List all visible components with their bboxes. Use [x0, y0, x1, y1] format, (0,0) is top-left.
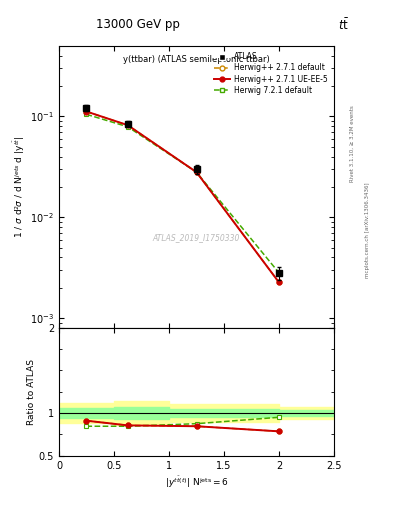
- Text: y(ttbar) (ATLAS semileptonic ttbar): y(ttbar) (ATLAS semileptonic ttbar): [123, 55, 270, 63]
- X-axis label: $|y^{t\bar{t}(t)}|\ \mathsf{N^{jets} = 6}$: $|y^{t\bar{t}(t)}|\ \mathsf{N^{jets} = 6…: [165, 475, 228, 490]
- Legend: ATLAS, Herwig++ 2.7.1 default, Herwig++ 2.7.1 UE-EE-5, Herwig 7.2.1 default: ATLAS, Herwig++ 2.7.1 default, Herwig++ …: [211, 50, 330, 97]
- Y-axis label: Ratio to ATLAS: Ratio to ATLAS: [27, 359, 36, 424]
- Text: Rivet 3.1.10, ≥ 3.2M events: Rivet 3.1.10, ≥ 3.2M events: [350, 105, 355, 182]
- Text: ATLAS_2019_I1750330: ATLAS_2019_I1750330: [153, 233, 240, 242]
- Y-axis label: 1 / $\sigma$ d$^2\!\sigma$ / d N$^{jets}$ d |y$^{t\bar{t}}$|: 1 / $\sigma$ d$^2\!\sigma$ / d N$^{jets}…: [12, 136, 28, 238]
- Text: mcplots.cern.ch [arXiv:1306.3436]: mcplots.cern.ch [arXiv:1306.3436]: [365, 183, 371, 278]
- Text: 13000 GeV pp: 13000 GeV pp: [95, 18, 180, 31]
- Text: t$\bar{\mathsf{t}}$: t$\bar{\mathsf{t}}$: [338, 18, 349, 33]
